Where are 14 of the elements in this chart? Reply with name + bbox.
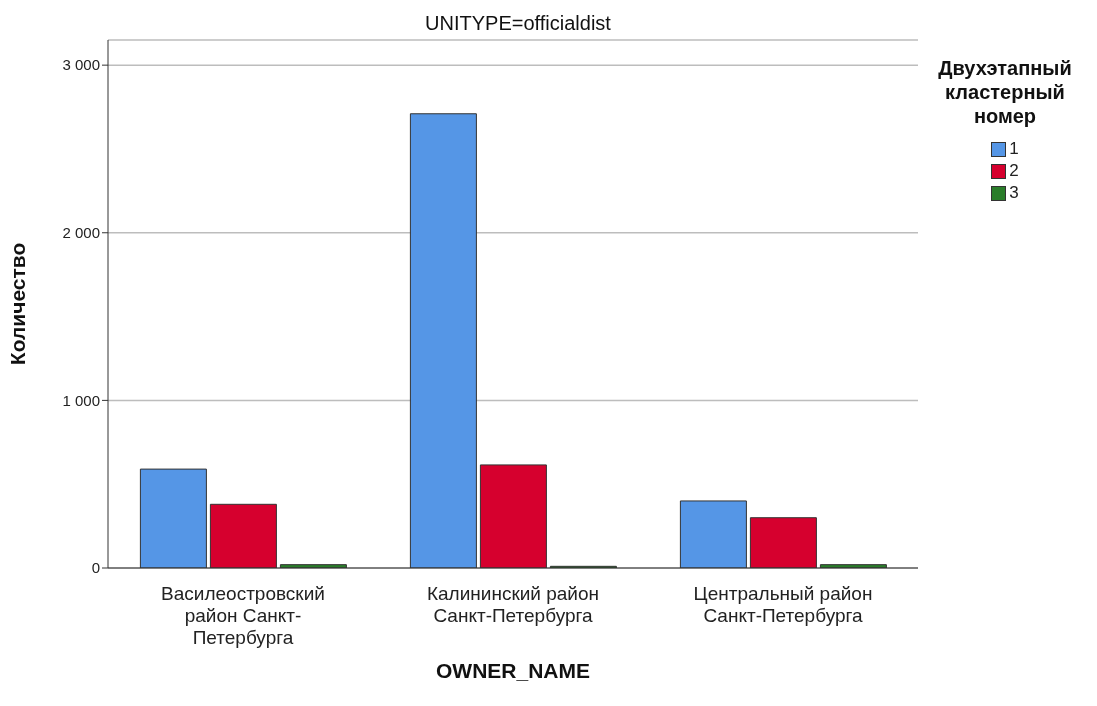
x-tick-label: Василеостровский район Санкт-Петербурга [161,583,325,648]
y-tick-label: 0 [91,559,100,577]
y-tick-label: 2 000 [62,224,100,242]
y-tick-label: 3 000 [62,56,100,74]
chart-title: UNITYPE=officialdist [424,12,612,35]
x-tick-label: Центральный район Санкт-Петербурга [693,583,873,626]
legend-label: 2 [1008,160,1019,182]
x-tick-label: Калининский район Санкт-Петербурга [426,583,600,626]
y-tick-label: 1 000 [62,391,100,409]
legend-title: Двухэтапный кластерный номер [937,56,1073,128]
legend-label: 1 [1008,138,1019,160]
x-axis-title: OWNER_NAME [435,659,591,682]
legend-label: 3 [1008,182,1019,204]
y-axis-title: Количество [6,242,30,366]
